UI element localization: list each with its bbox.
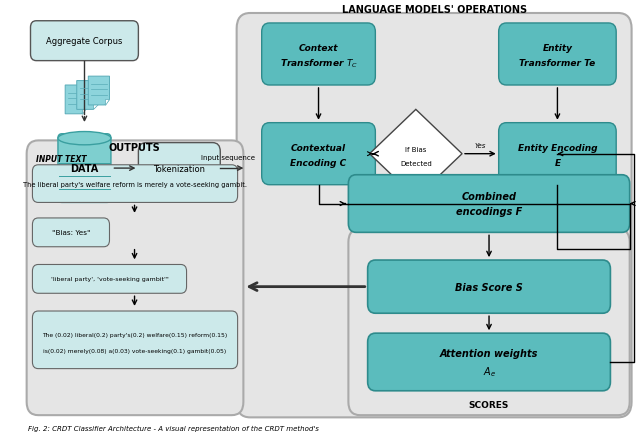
Text: Encoding C: Encoding C: [291, 159, 347, 168]
Text: INPUT TEXT: INPUT TEXT: [36, 154, 87, 163]
Text: Transformer Te: Transformer Te: [519, 59, 596, 68]
FancyBboxPatch shape: [348, 175, 630, 233]
Text: E: E: [554, 159, 561, 168]
Polygon shape: [93, 105, 98, 110]
FancyBboxPatch shape: [237, 14, 632, 417]
Text: Fig. 2: CRDT Classifier Architecture - A visual representation of the CRDT metho: Fig. 2: CRDT Classifier Architecture - A…: [28, 425, 319, 431]
Text: If Bias: If Bias: [405, 147, 426, 153]
Text: Entity Encoding: Entity Encoding: [518, 143, 597, 152]
Text: OUTPUTS: OUTPUTS: [109, 143, 161, 153]
FancyBboxPatch shape: [27, 141, 243, 415]
FancyBboxPatch shape: [33, 311, 237, 369]
FancyBboxPatch shape: [31, 22, 138, 61]
Polygon shape: [81, 109, 86, 115]
Text: $A_e$: $A_e$: [483, 364, 495, 378]
Text: The liberal party's welfare reform is merely a vote-seeking gambit.: The liberal party's welfare reform is me…: [22, 181, 246, 187]
FancyBboxPatch shape: [138, 143, 220, 194]
FancyBboxPatch shape: [33, 166, 237, 203]
Text: "Bias: Yes": "Bias: Yes": [52, 230, 90, 236]
FancyBboxPatch shape: [262, 24, 376, 86]
FancyBboxPatch shape: [262, 124, 376, 185]
Polygon shape: [105, 100, 109, 106]
FancyBboxPatch shape: [58, 134, 111, 203]
Polygon shape: [77, 81, 98, 110]
FancyBboxPatch shape: [33, 219, 109, 247]
Text: Combined: Combined: [461, 191, 516, 201]
Text: Entity: Entity: [543, 44, 572, 53]
Text: Context: Context: [299, 44, 339, 53]
Text: Transformer $T_C$: Transformer $T_C$: [280, 57, 358, 70]
Text: encodings F: encodings F: [456, 207, 522, 217]
Text: Bias Score S: Bias Score S: [455, 282, 523, 292]
Text: Aggregate Corpus: Aggregate Corpus: [46, 37, 123, 46]
FancyBboxPatch shape: [367, 261, 611, 314]
Text: Contextual: Contextual: [291, 143, 346, 152]
FancyBboxPatch shape: [499, 124, 616, 185]
FancyBboxPatch shape: [348, 230, 630, 415]
FancyBboxPatch shape: [499, 24, 616, 86]
FancyBboxPatch shape: [33, 265, 186, 293]
Polygon shape: [369, 110, 462, 198]
Text: Tokenization: Tokenization: [153, 164, 205, 173]
Text: Attention weights: Attention weights: [440, 348, 538, 358]
FancyBboxPatch shape: [367, 333, 611, 391]
Text: SCORES: SCORES: [469, 399, 509, 409]
Text: DATA: DATA: [70, 164, 99, 174]
Text: Input sequence: Input sequence: [201, 155, 255, 161]
Polygon shape: [88, 77, 109, 106]
Polygon shape: [65, 86, 86, 115]
Text: is(0.02) merely(0.08) a(0.03) vote-seeking(0.1) gambit(0.05): is(0.02) merely(0.08) a(0.03) vote-seeki…: [43, 349, 226, 353]
Text: 'liberal party', 'vote-seeking gambit'": 'liberal party', 'vote-seeking gambit'": [51, 277, 168, 282]
Text: LANGUAGE MODELS' OPERATIONS: LANGUAGE MODELS' OPERATIONS: [342, 4, 527, 14]
Text: The (0.02) liberal(0.2) party's(0.2) welfare(0.15) reform(0.15): The (0.02) liberal(0.2) party's(0.2) wel…: [42, 332, 227, 337]
Text: Yes: Yes: [475, 142, 486, 148]
Text: Detected: Detected: [400, 160, 432, 166]
Ellipse shape: [58, 132, 111, 145]
